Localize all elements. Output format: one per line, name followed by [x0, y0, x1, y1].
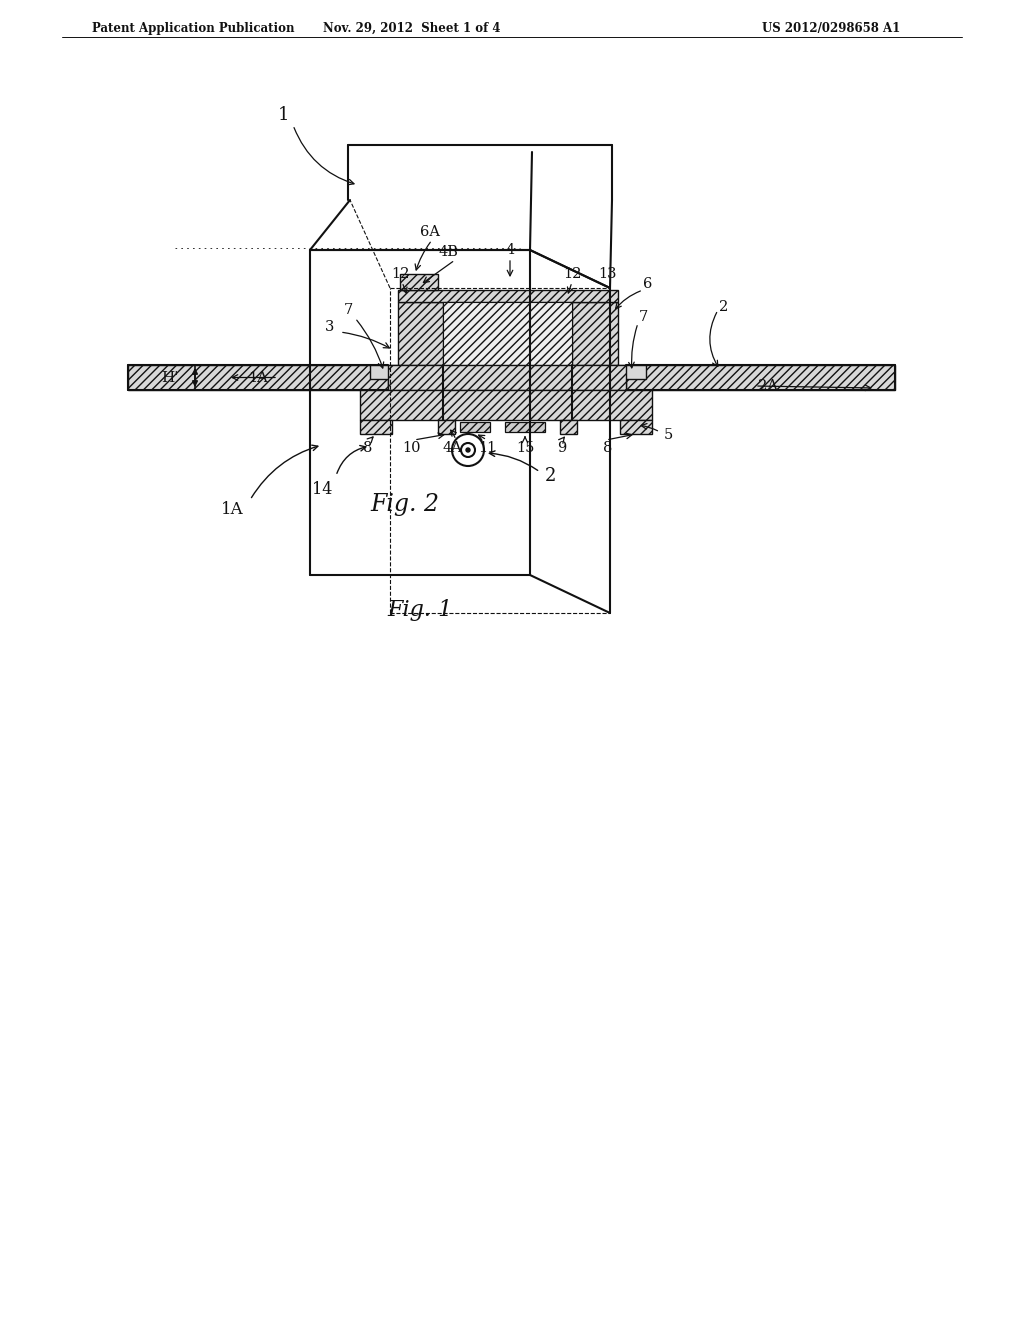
Polygon shape [460, 422, 490, 432]
Text: 4: 4 [506, 243, 515, 257]
Polygon shape [400, 275, 438, 290]
Text: 7: 7 [638, 310, 647, 323]
Polygon shape [505, 422, 545, 432]
Text: 13: 13 [599, 267, 617, 281]
Text: 6A: 6A [420, 224, 440, 239]
Text: 4A: 4A [442, 441, 462, 455]
Text: US 2012/0298658 A1: US 2012/0298658 A1 [762, 22, 900, 36]
Text: 1A: 1A [248, 371, 268, 384]
Polygon shape [626, 366, 895, 389]
Text: 2: 2 [545, 467, 556, 484]
Text: 4B: 4B [438, 246, 458, 259]
Polygon shape [360, 389, 652, 420]
Text: 2: 2 [720, 300, 729, 314]
Polygon shape [572, 302, 618, 366]
Text: 3: 3 [326, 319, 335, 334]
Text: 8: 8 [603, 441, 612, 455]
Text: 6: 6 [643, 277, 652, 290]
Polygon shape [620, 420, 652, 434]
Polygon shape [438, 420, 455, 434]
Polygon shape [398, 302, 443, 366]
Polygon shape [360, 420, 392, 434]
Polygon shape [398, 290, 618, 302]
Text: Fig. 2: Fig. 2 [371, 492, 439, 516]
Polygon shape [388, 366, 626, 389]
Polygon shape [370, 366, 398, 379]
Text: H': H' [162, 371, 179, 384]
Polygon shape [443, 302, 572, 366]
Text: Patent Application Publication: Patent Application Publication [92, 22, 295, 36]
Text: 9: 9 [557, 441, 566, 455]
Text: 1A: 1A [221, 502, 244, 519]
Text: 1: 1 [278, 106, 289, 124]
Text: 15: 15 [516, 441, 535, 455]
Circle shape [466, 447, 470, 451]
Text: 8: 8 [364, 441, 373, 455]
Polygon shape [618, 366, 646, 379]
Polygon shape [560, 420, 577, 434]
Text: Fig. 1: Fig. 1 [387, 599, 453, 620]
Text: 5: 5 [664, 428, 673, 442]
Text: 12: 12 [563, 267, 582, 281]
Text: 7: 7 [343, 304, 352, 317]
Text: 2A: 2A [758, 379, 778, 393]
Text: Nov. 29, 2012  Sheet 1 of 4: Nov. 29, 2012 Sheet 1 of 4 [324, 22, 501, 36]
Text: 10: 10 [402, 441, 421, 455]
Polygon shape [128, 366, 388, 389]
Text: 12: 12 [391, 267, 410, 281]
Text: 14: 14 [312, 480, 332, 498]
Text: 11: 11 [478, 441, 496, 455]
